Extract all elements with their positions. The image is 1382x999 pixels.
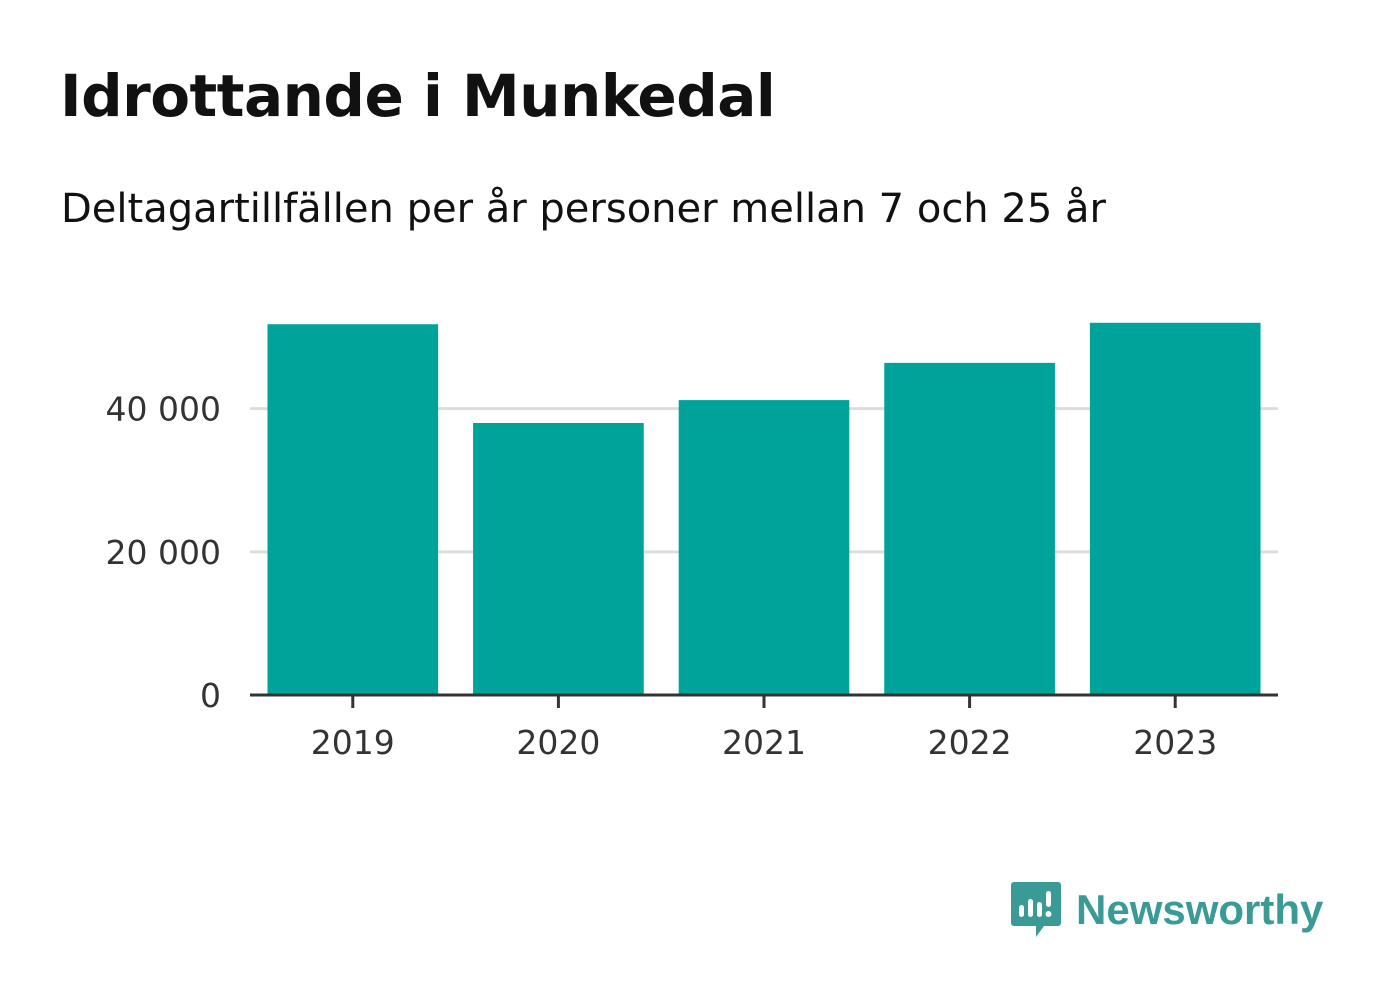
chart-subtitle: Deltagartillfällen per år personer mella… xyxy=(61,186,1106,232)
bar xyxy=(884,362,1055,695)
x-tick-label: 2023 xyxy=(1133,723,1217,762)
y-tick-label: 0 xyxy=(200,676,221,715)
y-tick-label: 40 000 xyxy=(106,390,221,429)
chart-title: Idrottande i Munkedal xyxy=(60,62,776,130)
bar-chart: 2019 2020 2021 2022 2023 0 20 000 40 000 xyxy=(106,322,1278,762)
y-axis: 0 20 000 40 000 xyxy=(106,390,221,715)
x-axis: 2019 2020 2021 2022 2023 xyxy=(250,693,1278,762)
bar xyxy=(678,400,850,695)
brand-name: Newsworthy xyxy=(1076,886,1324,933)
bar xyxy=(473,423,644,695)
x-tick-label: 2021 xyxy=(722,723,806,762)
newsworthy-logo-icon xyxy=(1011,882,1061,937)
newsworthy-logo: Newsworthy xyxy=(1010,878,1323,942)
x-tick-label: 2019 xyxy=(311,723,395,762)
bar-series xyxy=(267,322,1261,695)
bar xyxy=(267,324,439,695)
x-tick-label: 2022 xyxy=(928,723,1012,762)
x-tick-label: 2020 xyxy=(516,723,600,762)
y-tick-label: 20 000 xyxy=(106,533,221,572)
bar xyxy=(1089,322,1261,695)
